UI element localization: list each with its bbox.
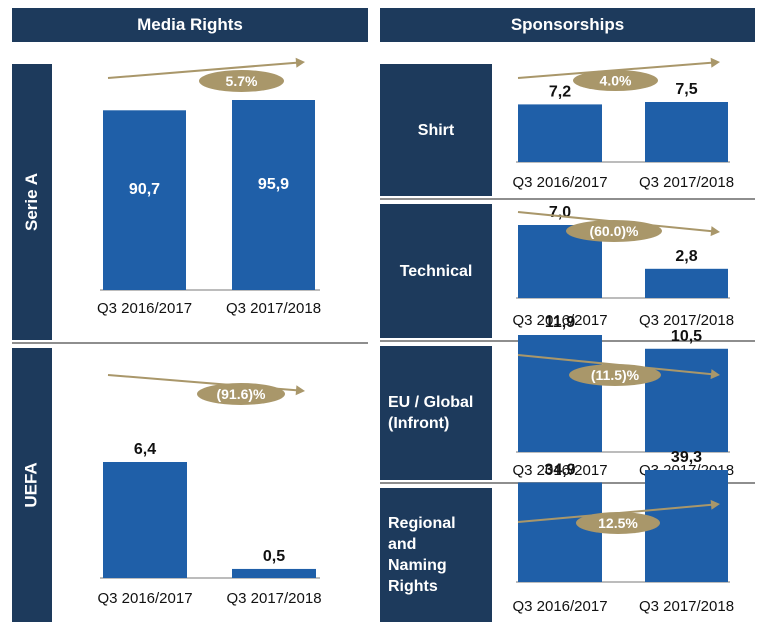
regional-label-line-1: Regional and: [388, 515, 456, 553]
serie-a-category-label-1: Q3 2016/2017: [97, 300, 192, 317]
shirt-value-label-1: 7,2: [549, 83, 571, 100]
serie-a-category-label-2: Q3 2017/2018: [226, 300, 321, 317]
eu-global-label-line-1: EU / Global: [388, 394, 474, 411]
regional-and-naming-rights-bar-2: [645, 470, 728, 582]
serie-a-growth-label: 5.7%: [226, 73, 258, 89]
serie-a-growth-pill: [199, 70, 284, 92]
shirt-label-panel: Shirt: [380, 64, 492, 196]
technical-growth-arrowhead: [710, 226, 720, 237]
eu-global-infront-bar-1: [518, 335, 602, 452]
technical-growth-pill: [566, 220, 662, 242]
left-divider: [12, 342, 368, 344]
uefa-category-label-2: Q3 2017/2018: [226, 590, 321, 607]
uefa-growth-pill: [197, 383, 285, 405]
regional-and-naming-rights-category-label-2: Q3 2017/2018: [639, 598, 734, 615]
serie-a-label-panel: Serie A: [12, 64, 52, 340]
regional-label-line-3: Rights: [388, 578, 438, 595]
uefa-growth-arrowhead: [295, 385, 305, 396]
eu-global-infront-value-label-2: 10,5: [671, 328, 702, 345]
technical-growth-label: (60.0)%: [589, 223, 639, 239]
eu-global-label-line-2: (Infront): [388, 415, 450, 432]
regional-and-naming-rights-bar-1: [518, 482, 602, 582]
technical-category-label-2: Q3 2017/2018: [639, 312, 734, 329]
uefa-bar-1: [103, 462, 187, 578]
technical-label: Technical: [399, 262, 473, 280]
shirt-label: Shirt: [417, 121, 455, 139]
regional-and-naming-rights-category-label-1: Q3 2016/2017: [512, 598, 607, 615]
uefa-value-label-2: 0,5: [263, 548, 285, 565]
serie-a-growth-arrow: [107, 61, 302, 79]
uefa-value-label-1: 6,4: [134, 441, 156, 458]
regional-and-naming-rights-value-label-1: 34,9: [544, 462, 575, 479]
shirt-value-label-2: 7,5: [675, 81, 697, 98]
uefa-bar-2: [232, 568, 316, 578]
media-rights-header: Media Rights: [12, 8, 368, 42]
shirt-category-label-1: Q3 2016/2017: [512, 174, 607, 191]
serie-a-bar-2: [232, 100, 315, 290]
uefa-growth-label: (91.6)%: [216, 386, 266, 402]
regional-naming-label-panel: Regional and Naming Rights: [380, 488, 492, 622]
technical-category-label-1: Q3 2016/2017: [512, 312, 607, 329]
eu-global-infront-value-label-1: 11,9: [545, 314, 575, 331]
uefa-label-panel: UEFA: [12, 348, 52, 622]
sponsorships-header: Sponsorships: [380, 8, 755, 42]
shirt-bar-1: [518, 104, 602, 162]
eu-global-infront-growth-label: (11.5)%: [591, 367, 640, 383]
uefa-category-label-1: Q3 2016/2017: [97, 590, 192, 607]
shirt-category-label-2: Q3 2017/2018: [639, 174, 734, 191]
serie-a-growth-arrowhead: [295, 57, 305, 68]
eu-global-label-panel: EU / Global (Infront): [380, 346, 492, 480]
technical-value-label-1: 7,0: [549, 204, 571, 221]
regional-label-line-2: Naming: [388, 557, 447, 574]
shirt-growth-label: 4.0%: [600, 73, 632, 89]
eu-global-infront-category-label-1: Q3 2016/2017: [512, 462, 607, 479]
shirt-growth-pill: [573, 70, 658, 91]
regional-and-naming-rights-growth-pill: [576, 512, 660, 534]
serie-a-value-label-2: 95,9: [258, 176, 289, 193]
serie-a-value-label-1: 90,7: [129, 181, 160, 198]
eu-global-infront-bar-2: [645, 348, 728, 452]
technical-bar-2: [645, 268, 728, 298]
serie-a-bar-1: [103, 110, 186, 290]
eu-global-infront-growth-pill: [569, 364, 661, 386]
shirt-bar-2: [645, 102, 728, 162]
shirt-growth-arrowhead: [710, 57, 720, 68]
technical-value-label-2: 2,8: [675, 248, 697, 265]
regional-and-naming-rights-growth-label: 12.5%: [598, 515, 638, 531]
technical-label-panel: Technical: [380, 204, 492, 338]
eu-global-infront-growth-arrowhead: [710, 369, 720, 380]
regional-and-naming-rights-value-label-2: 39,3: [671, 449, 702, 466]
right-divider-1: [380, 198, 755, 200]
regional-and-naming-rights-growth-arrowhead: [710, 499, 720, 510]
